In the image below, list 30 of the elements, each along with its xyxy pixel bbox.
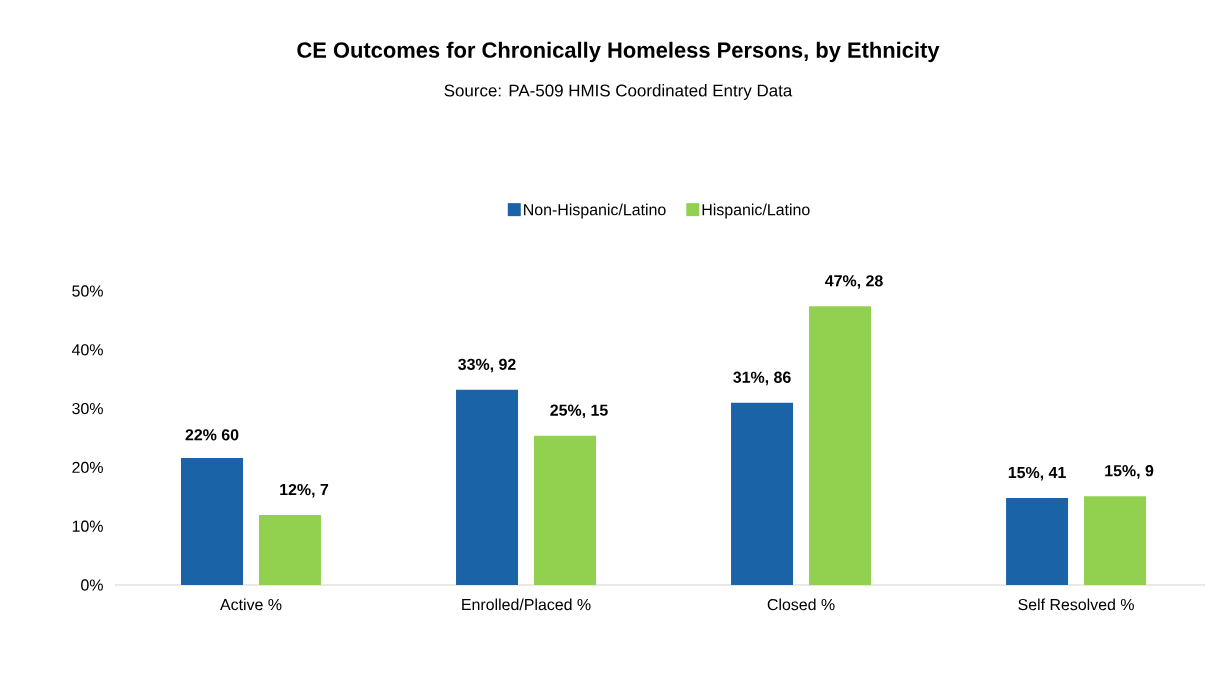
y-tick-label: 0% bbox=[81, 579, 103, 591]
data-label: 25%, 15 bbox=[550, 404, 608, 419]
bar bbox=[1006, 497, 1069, 585]
bar bbox=[456, 389, 519, 585]
data-label: 31%, 86 bbox=[733, 371, 791, 386]
x-tick-label: Closed % bbox=[767, 598, 835, 611]
data-label: 15%, 9 bbox=[1105, 465, 1154, 479]
legend-label: Hispanic/Latino bbox=[702, 203, 810, 219]
data-label: 47%, 28 bbox=[825, 275, 883, 289]
bar bbox=[181, 457, 243, 585]
legend-label: Non-Hispanic/Latino bbox=[524, 203, 666, 219]
bar bbox=[1084, 496, 1147, 585]
bar bbox=[809, 306, 872, 585]
data-label: 33%, 92 bbox=[458, 358, 516, 373]
x-tick-label: Enrolled/Placed % bbox=[462, 598, 591, 611]
data-label: 22% 60 bbox=[185, 429, 239, 441]
data-label: 12%, 7 bbox=[280, 483, 329, 498]
bar bbox=[731, 402, 794, 585]
y-tick-label: 30% bbox=[72, 402, 103, 415]
x-tick-label: Self Resolved % bbox=[1018, 598, 1134, 611]
x-tick-label: Active % bbox=[220, 598, 282, 611]
bar bbox=[259, 515, 322, 585]
y-tick-label: 10% bbox=[72, 520, 103, 532]
chart-title: CE Outcomes for Chronically Homeless Persons, by Ethnicity bbox=[297, 41, 940, 63]
y-tick-label: 50% bbox=[72, 285, 103, 297]
chart-subtitle: Source: PA-509 HMIS Coordinated Entry Data bbox=[444, 84, 793, 100]
data-label: 15%, 41 bbox=[1008, 466, 1066, 481]
bar bbox=[534, 435, 597, 585]
y-tick-label: 20% bbox=[72, 461, 103, 474]
y-tick-label: 40% bbox=[71, 344, 103, 356]
